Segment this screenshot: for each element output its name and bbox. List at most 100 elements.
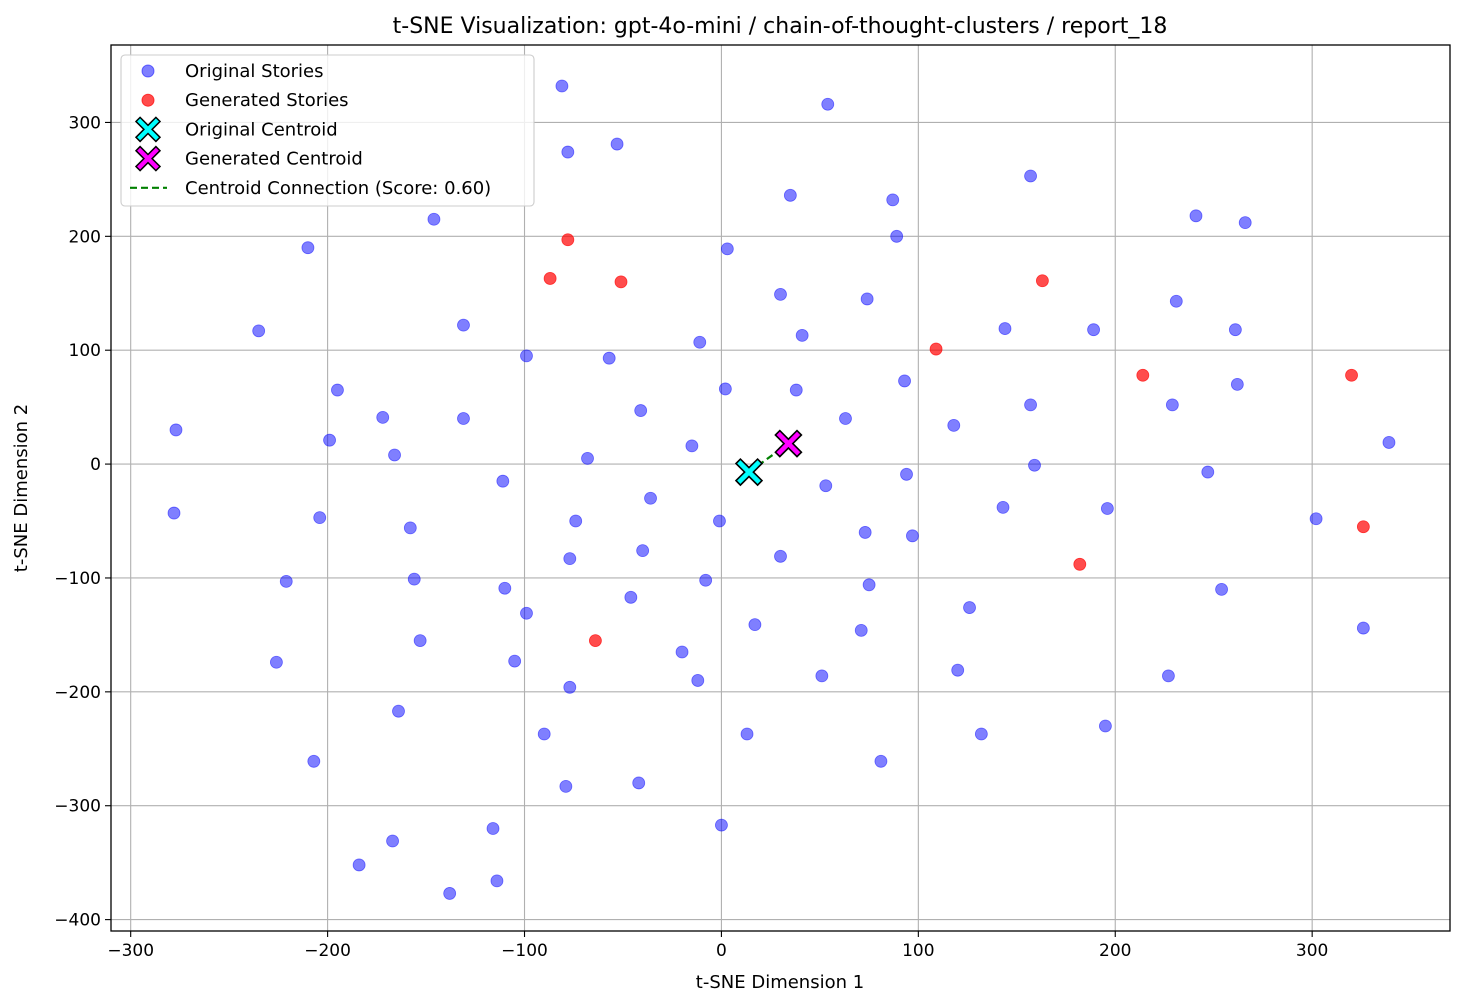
x-tick-label: 100 xyxy=(902,941,934,961)
original-stories-point xyxy=(559,779,573,793)
legend-label-generated-stories: Generated Stories xyxy=(185,90,349,111)
x-tick-label: 0 xyxy=(716,941,727,961)
original-stories-point xyxy=(1309,512,1323,526)
original-stories-point xyxy=(313,511,327,525)
original-stories-point xyxy=(634,404,648,417)
y-tick-label: 300 xyxy=(69,113,101,133)
original-stories-point xyxy=(675,645,689,659)
y-tick-label: 200 xyxy=(69,227,101,247)
original-stories-point xyxy=(563,680,577,694)
centroid-connection-line xyxy=(748,442,790,473)
original-stories-point xyxy=(1215,582,1228,596)
generated-stories-point xyxy=(1035,274,1049,288)
original-stories-point xyxy=(413,634,427,648)
original-stories-point xyxy=(563,552,577,566)
generated-stories-point xyxy=(561,233,575,247)
x-tick-label: 300 xyxy=(1296,941,1328,961)
original-stories-point xyxy=(1230,377,1244,391)
original-stories-point xyxy=(974,727,988,741)
original-stories-point xyxy=(886,193,900,207)
original-stories-point xyxy=(388,448,401,462)
original-stories-point xyxy=(520,606,533,620)
original-stories-point xyxy=(610,137,624,151)
original-stories-point xyxy=(906,529,919,543)
legend-label-original-centroid: Original Centroid xyxy=(185,119,338,140)
y-tick-label: 0 xyxy=(90,455,101,475)
original-stories-point xyxy=(718,382,732,396)
original-stories-point xyxy=(715,818,728,832)
original-stories-point xyxy=(996,500,1010,514)
original-stories-point xyxy=(376,410,390,424)
original-stories-point xyxy=(947,418,961,432)
original-stories-point xyxy=(774,549,787,563)
original-stories-point xyxy=(624,590,638,604)
original-stories-point xyxy=(581,451,594,465)
original-stories-point xyxy=(1087,323,1100,337)
original-stories-point xyxy=(443,887,457,900)
original-stories-point xyxy=(167,506,181,520)
original-stories-point xyxy=(555,79,569,93)
original-stories-point xyxy=(900,467,913,481)
original-stories-point xyxy=(392,704,405,718)
x-axis-label: t-SNE Dimension 1 xyxy=(696,972,864,993)
x-tick-label: −200 xyxy=(304,941,351,961)
original-stories-point xyxy=(783,188,797,202)
original-stories-point xyxy=(169,423,183,437)
original-stories-point xyxy=(1162,669,1175,683)
original-stories-point xyxy=(1189,209,1203,223)
original-stories-point xyxy=(331,383,344,397)
original-stories-point xyxy=(691,674,705,687)
original-stories-point xyxy=(1165,398,1179,412)
original-stories-point xyxy=(407,572,421,586)
original-stories-point xyxy=(821,97,835,111)
original-stories-point xyxy=(403,521,417,535)
original-stories-point xyxy=(270,655,283,669)
legend-label-original-stories: Original Stories xyxy=(185,61,324,82)
original-stories-point xyxy=(862,578,876,592)
x-tick-label: −300 xyxy=(107,941,154,961)
original-stories-point xyxy=(323,433,336,447)
original-stories-point xyxy=(815,669,829,683)
original-stories-point xyxy=(1382,436,1396,449)
legend-swatch-generated-stories xyxy=(141,93,155,107)
original-stories-point xyxy=(890,229,904,243)
generated-stories-point xyxy=(1345,368,1358,382)
generated-stories-point xyxy=(929,342,943,356)
original-stories-point xyxy=(693,335,707,349)
original-stories-point xyxy=(874,754,888,768)
data-points xyxy=(167,79,1396,900)
generated-stories-point xyxy=(543,272,557,285)
original-stories-point xyxy=(720,242,734,256)
generated-stories-point xyxy=(614,275,628,289)
original-stories-point xyxy=(498,581,512,595)
y-tick-label: −400 xyxy=(54,911,101,931)
original-stories-point xyxy=(740,727,754,741)
original-stories-point xyxy=(774,288,787,301)
original-stories-point xyxy=(602,351,616,365)
legend-swatch-generated-centroid xyxy=(134,145,162,172)
generated-centroid-marker xyxy=(774,429,803,458)
original-stories-point xyxy=(561,145,575,159)
original-stories-point xyxy=(1024,169,1037,183)
generated-stories-point xyxy=(1356,520,1370,534)
original-stories-point xyxy=(713,514,726,528)
original-stories-point xyxy=(1228,323,1242,337)
original-stories-point xyxy=(951,663,965,677)
original-stories-point xyxy=(520,349,533,363)
legend-label-centroid-connection-score-0-60-: Centroid Connection (Score: 0.60) xyxy=(185,178,491,199)
original-stories-point xyxy=(748,618,762,632)
original-stories-point xyxy=(457,318,470,332)
original-stories-point xyxy=(252,324,266,338)
original-stories-point xyxy=(1356,621,1370,635)
original-stories-point xyxy=(427,212,441,226)
original-stories-point xyxy=(1028,458,1041,472)
original-stories-point xyxy=(1201,465,1215,479)
original-stories-point xyxy=(486,822,500,835)
original-stories-point xyxy=(860,292,874,306)
original-stories-point xyxy=(789,383,803,397)
chart-title: t-SNE Visualization: gpt-4o-mini / chain… xyxy=(393,14,1168,39)
original-stories-point xyxy=(685,439,699,453)
original-stories-point xyxy=(457,412,470,425)
original-stories-point xyxy=(898,374,911,388)
